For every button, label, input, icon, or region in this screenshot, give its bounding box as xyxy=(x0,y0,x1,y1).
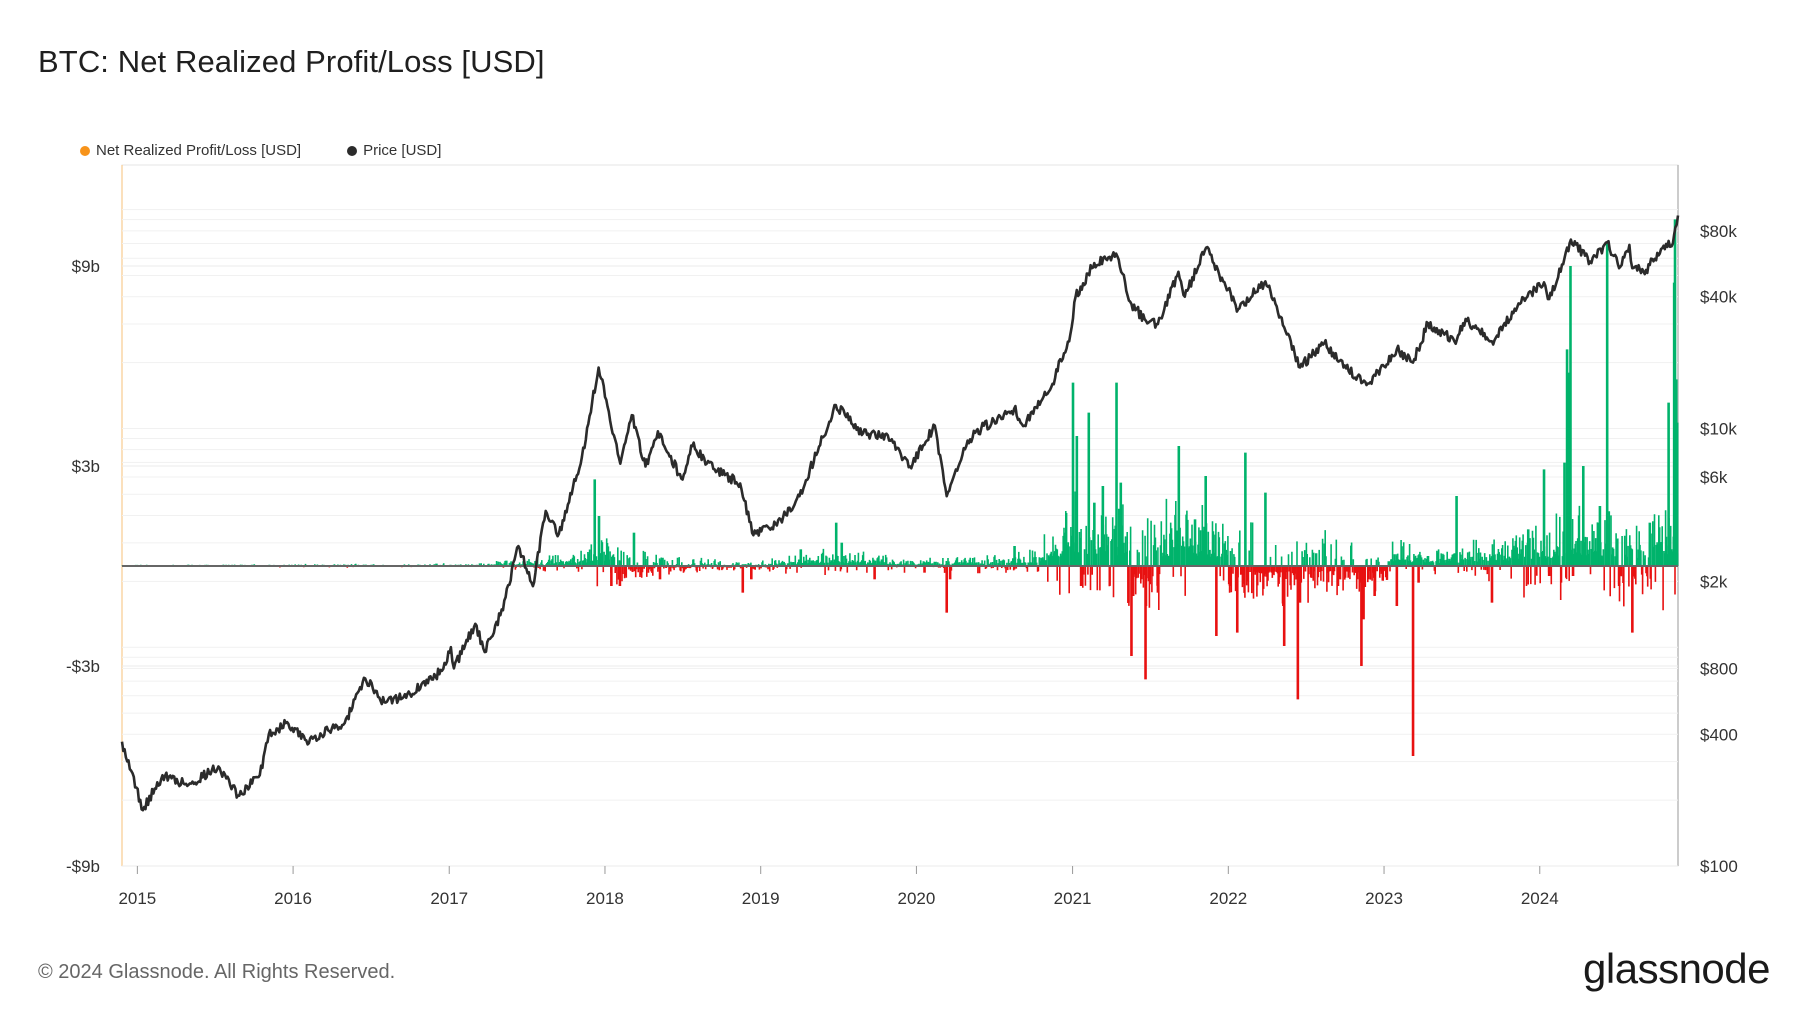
x-tick-label: 2024 xyxy=(1521,889,1559,908)
legend-label-price: Price [USD] xyxy=(363,142,442,159)
x-tick-label: 2022 xyxy=(1209,889,1247,908)
right-tick-label: $800 xyxy=(1700,659,1738,678)
x-tick-label: 2018 xyxy=(586,889,624,908)
right-tick-label: $100 xyxy=(1700,857,1738,876)
legend-item-nrpl[interactable]: Net Realized Profit/Loss [USD] xyxy=(80,142,301,159)
copyright-footer: © 2024 Glassnode. All Rights Reserved. xyxy=(38,961,396,983)
gridlines xyxy=(121,164,1679,867)
right-tick-label: $10k xyxy=(1700,419,1737,438)
x-tick-label: 2020 xyxy=(898,889,936,908)
x-tick-label: 2016 xyxy=(274,889,312,908)
x-tick-label: 2021 xyxy=(1054,889,1092,908)
left-tick-label: $9b xyxy=(72,257,100,276)
right-tick-label: $40k xyxy=(1700,288,1737,307)
right-tick-label: $400 xyxy=(1700,725,1738,744)
x-tick-label: 2017 xyxy=(430,889,468,908)
glassnode-logo: glassnode xyxy=(1583,945,1770,992)
x-tick-label: 2019 xyxy=(742,889,780,908)
nrpl-bars xyxy=(121,219,1679,756)
legend: Net Realized Profit/Loss [USD] Price [US… xyxy=(80,142,441,159)
loss-bars xyxy=(125,566,1676,611)
axes: $9b $3b -$3b -$9b $100 $400 $800 $2k $6k $10k $40k… xyxy=(66,222,1738,908)
price-line xyxy=(120,215,1680,812)
price-series-line xyxy=(120,215,1680,812)
nrpl-legend-dot xyxy=(80,145,90,156)
x-tick-label: 2015 xyxy=(118,889,156,908)
right-tick-label: $80k xyxy=(1700,222,1737,241)
left-tick-label: -$3b xyxy=(66,657,100,676)
profit-bars xyxy=(121,491,1679,566)
x-tick-label: 2023 xyxy=(1365,889,1403,908)
left-tick-label: $3b xyxy=(72,457,100,476)
legend-label-nrpl: Net Realized Profit/Loss [USD] xyxy=(96,142,302,159)
left-tick-label: -$9b xyxy=(66,857,100,876)
legend-item-price[interactable]: Price [USD] xyxy=(347,142,441,159)
chart-title: BTC: Net Realized Profit/Loss [USD] xyxy=(38,44,545,79)
right-tick-label: $2k xyxy=(1700,572,1728,591)
price-legend-dot xyxy=(347,145,358,156)
right-tick-label: $6k xyxy=(1700,468,1728,487)
